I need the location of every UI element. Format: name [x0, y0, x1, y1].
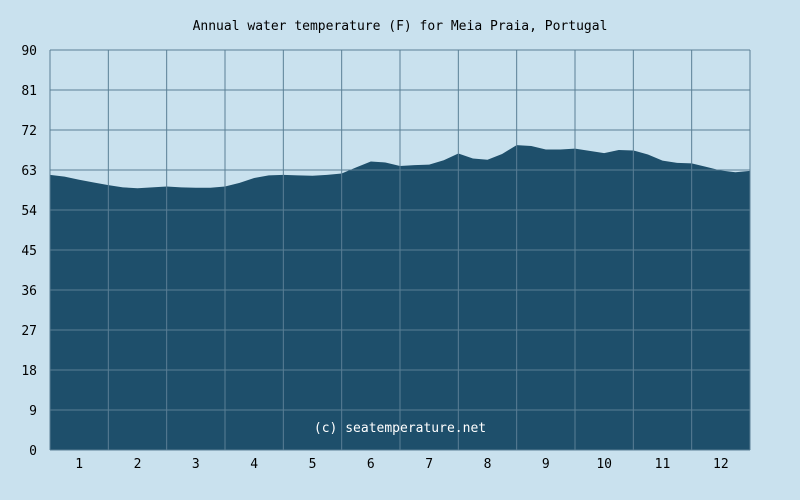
x-tick-label: 5	[309, 457, 317, 472]
y-tick-label: 18	[21, 364, 37, 379]
x-tick-label: 7	[425, 457, 433, 472]
x-tick-label: 4	[250, 457, 258, 472]
y-tick-label: 27	[21, 324, 37, 339]
x-tick-label: 6	[367, 457, 375, 472]
y-tick-label: 45	[21, 244, 37, 259]
watermark: (c) seatemperature.net	[314, 421, 486, 436]
x-tick-label: 3	[192, 457, 200, 472]
y-tick-label: 9	[29, 404, 37, 419]
x-tick-label: 11	[655, 457, 671, 472]
y-tick-label: 81	[21, 84, 37, 99]
x-tick-label: 2	[134, 457, 142, 472]
chart-title: Annual water temperature (F) for Meia Pr…	[192, 19, 608, 34]
x-tick-label: 9	[542, 457, 550, 472]
y-tick-label: 63	[21, 164, 37, 179]
x-tick-label: 12	[713, 457, 729, 472]
y-tick-label: 0	[29, 444, 37, 459]
y-axis-ticks: 0 9 18 27 36 45 54 63 72 81 90	[21, 44, 37, 459]
grid-overlay	[49, 49, 751, 451]
x-tick-label: 1	[75, 457, 83, 472]
x-tick-label: 10	[596, 457, 612, 472]
x-tick-label: 8	[484, 457, 492, 472]
y-tick-label: 36	[21, 284, 37, 299]
x-axis-ticks: 1 2 3 4 5 6 7 8 9 10 11 12	[75, 457, 728, 472]
y-tick-label: 90	[21, 44, 37, 59]
y-tick-label: 72	[21, 124, 37, 139]
y-tick-label: 54	[21, 204, 37, 219]
